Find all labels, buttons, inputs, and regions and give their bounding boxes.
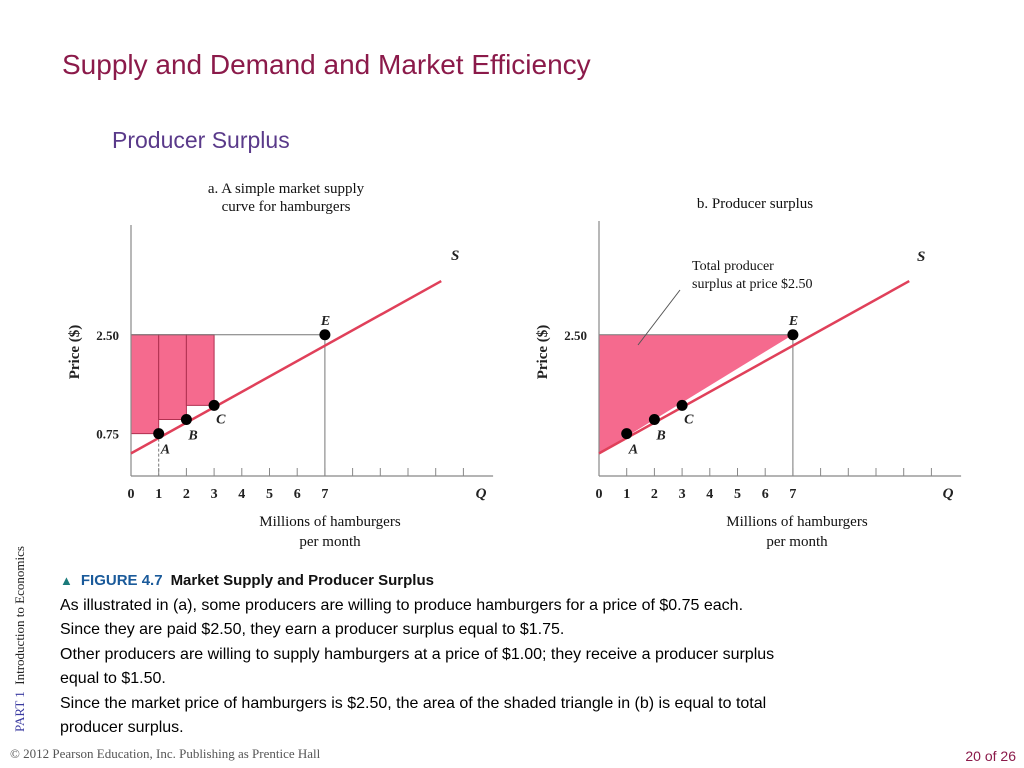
panel-b-point-a (621, 428, 633, 440)
figure-heading: ▲ FIGURE 4.7 Market Supply and Producer Su… (60, 569, 920, 594)
panel-b-x-tick-label: 2 (651, 487, 658, 502)
panel-b-surplus-triangle (599, 334, 793, 454)
panel-a-x-tick-label: 1 (155, 487, 162, 502)
panel-b-annotation-line: surplus at price $2.50 (692, 277, 813, 292)
panel-a-x-tick-label: 0 (128, 487, 135, 502)
panel-b-title-line: b. Producer surplus (697, 196, 813, 212)
panel-b-x-tick-label: 6 (762, 487, 769, 502)
panel-a-y-tick-label: 0.75 (96, 427, 119, 442)
panel-a-x-tick-label: 3 (211, 487, 218, 502)
panel-b-point-b (648, 414, 660, 425)
panel-b-q-label: Q (943, 486, 954, 502)
page-number: 20 of 26 (965, 748, 1016, 764)
panel-a-point-label: E (320, 314, 330, 329)
panel-a-x-tick-label: 2 (183, 487, 190, 502)
panel-a-title-line: curve for hamburgers (222, 199, 351, 215)
panel-b-x-tick-label: 1 (623, 487, 630, 502)
caption-line: Since they are paid $2.50, they earn a p… (60, 621, 565, 638)
panel-a-point-label: B (187, 429, 197, 444)
panel-b-point-label: C (684, 412, 694, 427)
panel-b-point-c (676, 399, 688, 411)
caption-line: equal to $1.50. (60, 670, 166, 687)
panel-a-surplus-bar (158, 334, 187, 420)
panel-b-x-tick-label: 5 (734, 487, 741, 502)
panel-a-point-label: A (160, 443, 170, 458)
figure-caption: ▲ FIGURE 4.7 Market Supply and Producer Su… (60, 569, 920, 741)
panel-b-x-tick-label: 0 (596, 487, 603, 502)
panel-a-y-tick-label: 2.50 (96, 328, 119, 343)
panel-a-q-label: Q (476, 486, 487, 502)
panel-a-x-axis-label: per month (299, 534, 361, 550)
panel-a-y-axis-label: Price ($) (67, 325, 83, 380)
panel-a-point-e (319, 329, 331, 341)
figure-title: Market Supply and Producer Surplus (170, 572, 434, 589)
panel-b-annotation-line: Total producer (692, 259, 774, 274)
copyright-footer: © 2012 Pearson Education, Inc. Publishin… (10, 746, 321, 761)
panel-a-point-b (180, 414, 192, 425)
panel-a-surplus-bar (130, 334, 160, 435)
panel-a-point-a (153, 428, 165, 440)
slide-subtitle: Producer Surplus (112, 127, 290, 153)
panel-b-point-e (787, 329, 799, 341)
caption-line: producer surplus. (60, 719, 184, 736)
panel-a-x-tick-label: 7 (321, 487, 328, 502)
panel-a-title-line: a. A simple market supply (208, 181, 365, 197)
panel-a-surplus-bar (185, 334, 215, 406)
caption-line: Since the market price of hamburgers is … (60, 694, 767, 712)
panel-b-point-label: E (788, 314, 798, 329)
panel-a-x-tick-label: 5 (266, 487, 273, 502)
panel-b-supply-label: S (917, 249, 925, 265)
panel-a-x-tick-label: 4 (238, 487, 245, 502)
slide-title: Supply and Demand and Market Efficiency (62, 49, 591, 80)
triangle-icon: ▲ (60, 573, 73, 588)
panel-b-x-axis-label: Millions of hamburgers (726, 514, 868, 530)
figure-number: FIGURE 4.7 (80, 572, 163, 589)
panel-b-annotation-leader (637, 289, 681, 346)
caption-line: As illustrated in (a), some producers ar… (60, 596, 744, 614)
panel-a-x-axis-label: Millions of hamburgers (259, 514, 401, 530)
panel-a-supply-line (130, 279, 442, 455)
part-number: PART 1 (12, 691, 27, 732)
panel-b-x-tick-label: 7 (789, 487, 796, 502)
caption-line: Other producers are willing to supply ha… (60, 645, 775, 663)
panel-a-point-label: C (216, 412, 226, 427)
panel-b-x-tick-label: 3 (679, 487, 686, 502)
panel-b-x-axis-label: per month (766, 534, 828, 550)
panel-b-point-label: B (655, 429, 665, 444)
panel-b-y-axis-label: Price ($) (535, 325, 551, 380)
panel-b-y-tick-label: 2.50 (564, 328, 587, 343)
panel-a-supply-label: S (451, 248, 459, 264)
figure-charts: a. A simple market supply curve for hambu… (67, 181, 962, 550)
panel-a-x-tick-label: 6 (294, 487, 301, 502)
panel-b-point-label: A (628, 443, 638, 458)
panel-b-x-tick-label: 4 (706, 487, 713, 502)
panel-b-supply-line (598, 279, 910, 455)
panel-a-point-c (208, 399, 220, 411)
